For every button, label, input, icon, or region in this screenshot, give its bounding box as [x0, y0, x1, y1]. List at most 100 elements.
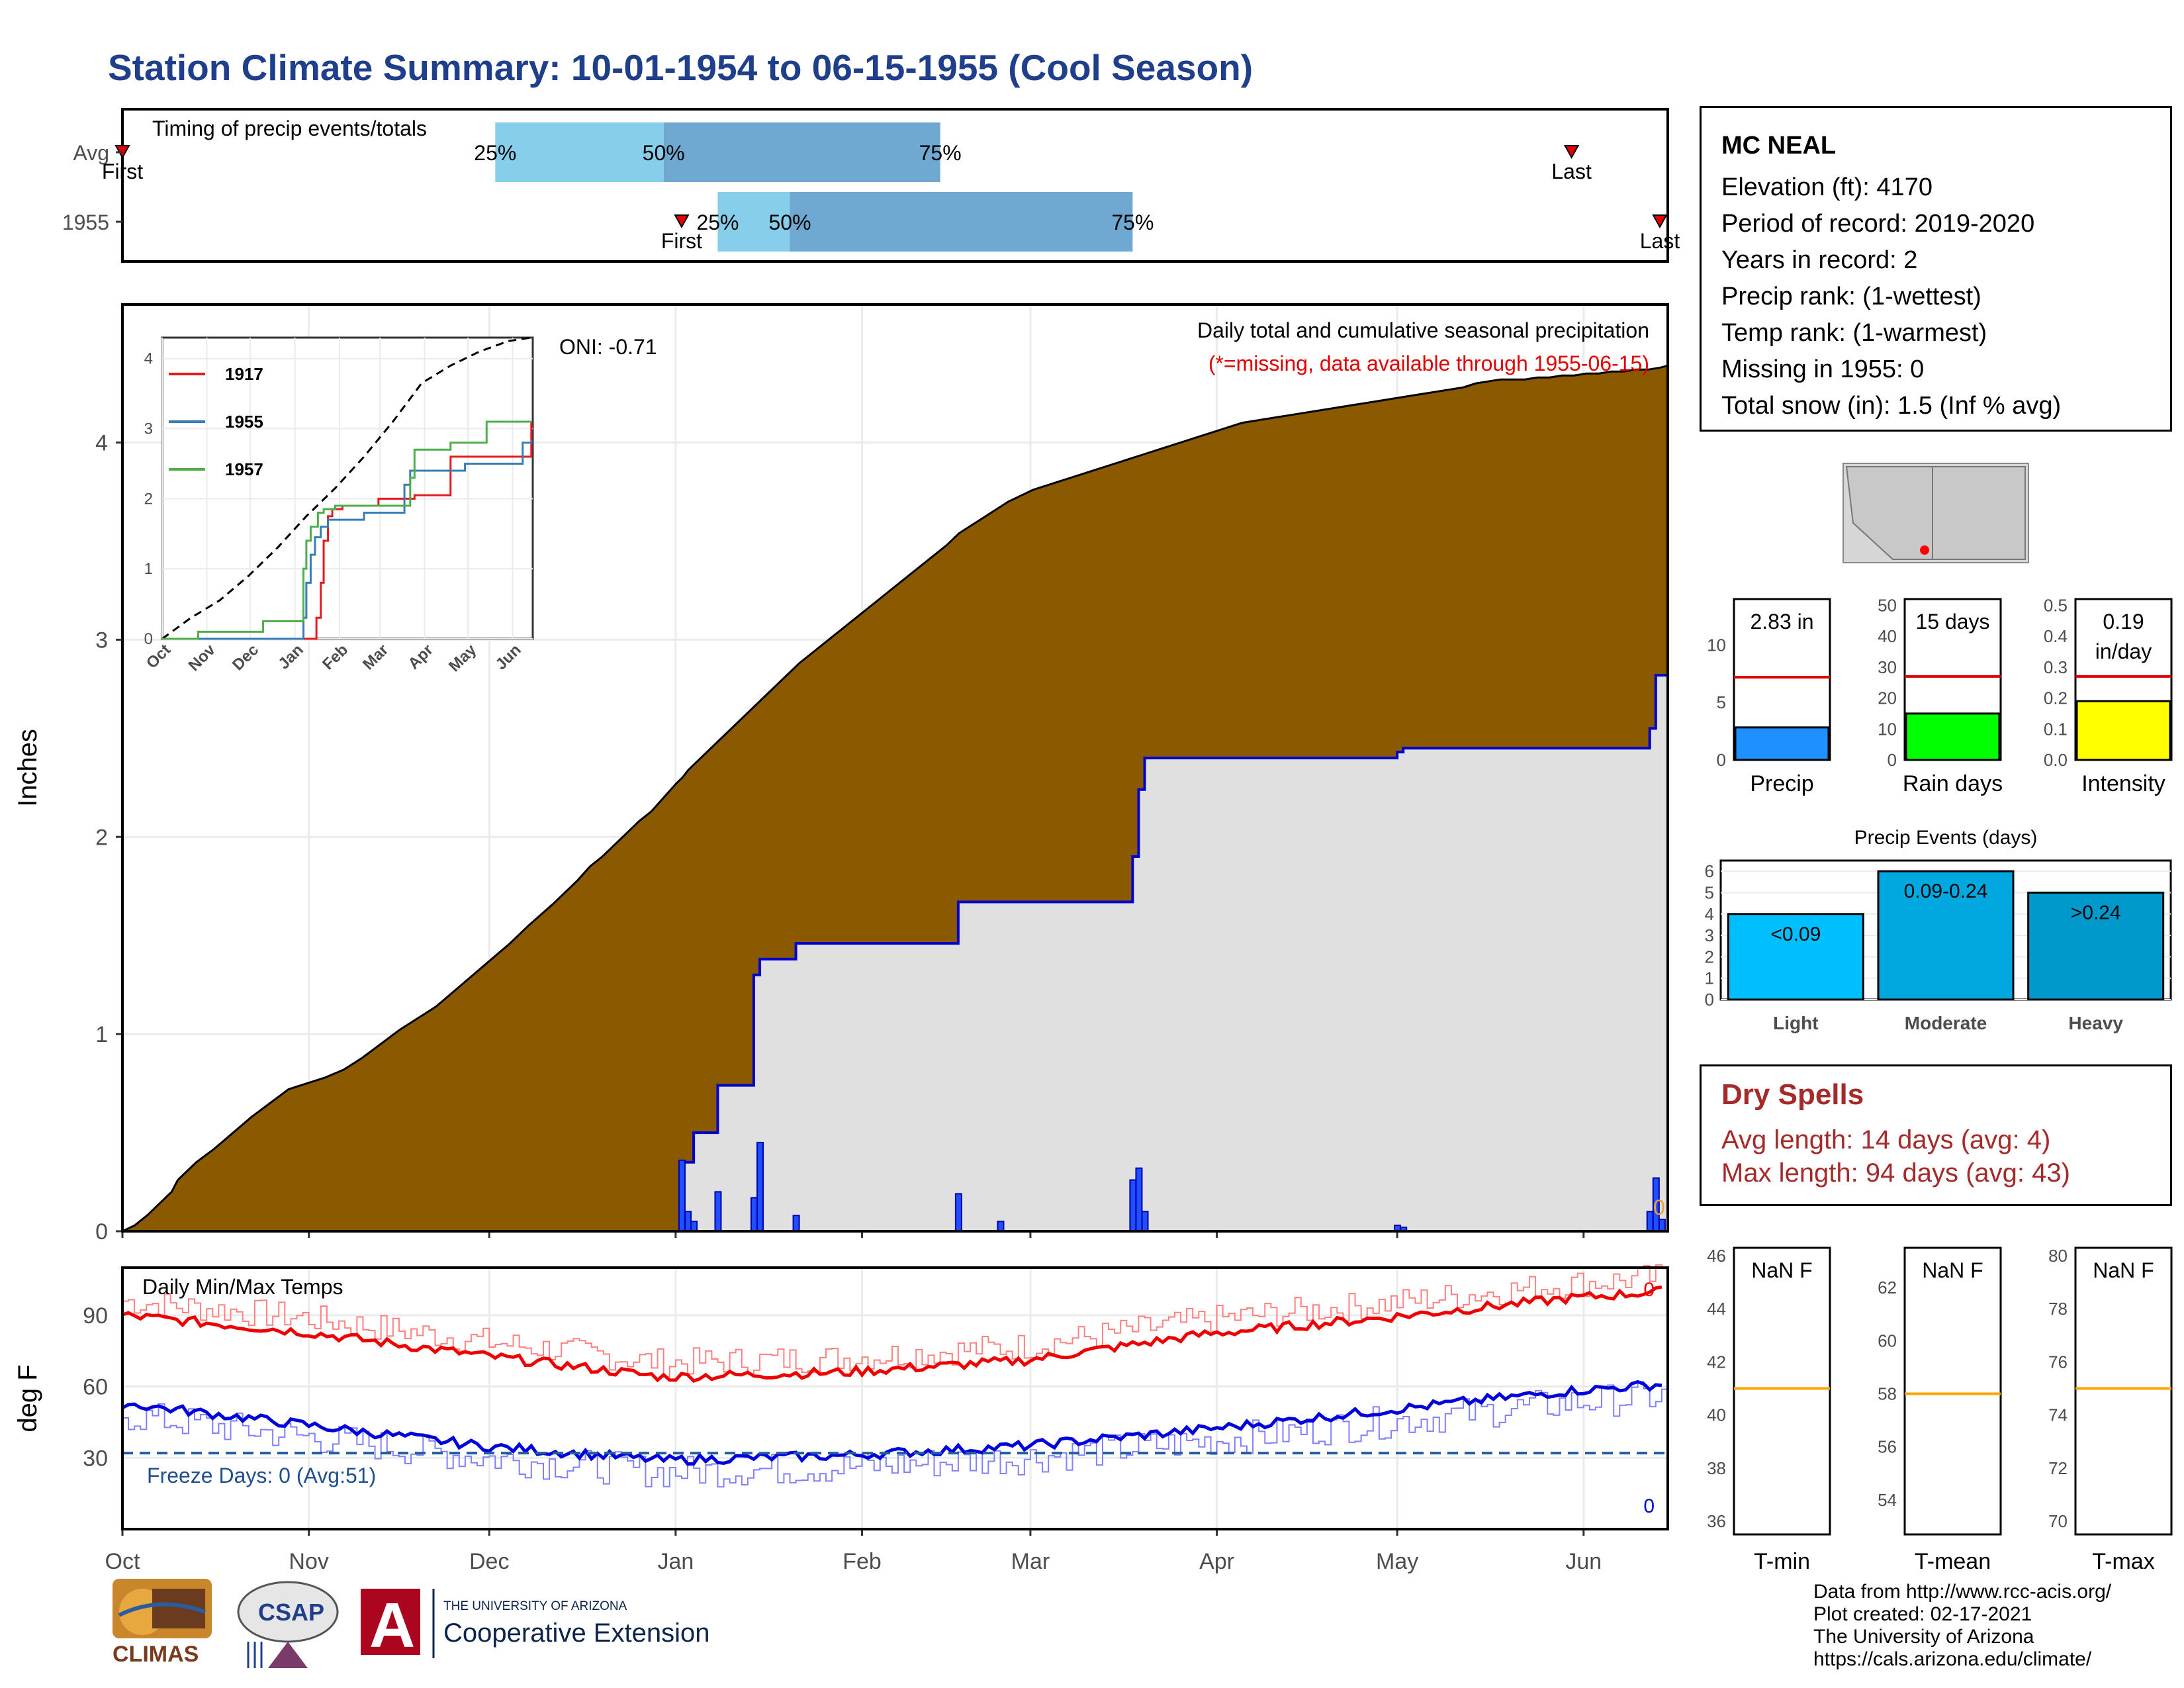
- season-bar-Rain days: [1905, 712, 2001, 761]
- station-years: Years in record: 2: [1721, 246, 1918, 274]
- station-location-dot: [1920, 545, 1929, 555]
- tbar-ytick-T-max: 72: [2048, 1458, 2068, 1478]
- timing-label-50-1955: 50%: [768, 211, 811, 234]
- precip-ytick-label: 0: [95, 1219, 108, 1244]
- month-label: Oct: [105, 1549, 140, 1574]
- season-ytick-Intensity: 0.4: [2044, 626, 2068, 646]
- precip-daily-bar: [714, 1191, 722, 1233]
- temp-frame: [121, 1266, 1669, 1530]
- tbar-ytick-T-min: 40: [1707, 1405, 1726, 1425]
- season-bar-Precip: [1734, 726, 1830, 761]
- tbar-ytick-T-mean: 62: [1878, 1278, 1897, 1297]
- precip-ytick-label: 1: [95, 1022, 108, 1047]
- station-snow: Total snow (in): 1.5 (Inf % avg): [1721, 392, 2062, 420]
- temp-min-count: 0: [1643, 1495, 1655, 1517]
- precip-daily-bar: [756, 1141, 764, 1232]
- events-value-label-Heavy: >0.24: [2071, 902, 2121, 923]
- tbar-frame-T-mean: [1903, 1246, 2002, 1536]
- precip-ytick-label: 3: [95, 628, 108, 653]
- tbar-ytick-T-min: 38: [1707, 1458, 1726, 1478]
- month-label: Jun: [1565, 1549, 1602, 1574]
- station-period: Period of record: 2019-2020: [1721, 210, 2035, 238]
- events-ytick: 1: [1705, 968, 1714, 988]
- month-label: Jan: [657, 1549, 694, 1574]
- state-map-nm: [1932, 466, 2026, 560]
- timing-label-50-Avg: 50%: [643, 141, 685, 165]
- timing-label-25-Avg: 25%: [474, 141, 516, 165]
- month-label: Feb: [842, 1549, 882, 1574]
- season-axis-label-Intensity: Intensity: [2081, 771, 2165, 796]
- inset-ytick-label: 2: [144, 490, 153, 508]
- season-ytick-Intensity: 0.1: [2044, 719, 2068, 739]
- timing-first-label-Avg: First: [102, 160, 143, 183]
- tbar-value-label-T-max: NaN F: [2093, 1258, 2154, 1282]
- tbar-value-label-T-mean: NaN F: [1922, 1258, 1983, 1282]
- climas-logo: CLIMAS: [113, 1579, 212, 1667]
- events-ytick: 6: [1705, 861, 1714, 881]
- tbar-ytick-T-min: 44: [1707, 1299, 1726, 1319]
- dry-spells-box: Dry Spells Avg length: 14 days (avg: 4) …: [1700, 1064, 2172, 1206]
- station-elevation: Elevation (ft): 4170: [1721, 173, 1933, 201]
- season-value-label-Intensity: 0.19: [2103, 610, 2144, 633]
- season-value-label-Rain days: 15 days: [1915, 610, 1989, 633]
- temp-ytick-label: 60: [83, 1375, 108, 1400]
- month-label: Apr: [1199, 1549, 1234, 1574]
- events-ytick: 0: [1705, 990, 1714, 1009]
- inset-ytick-label: 1: [144, 560, 153, 578]
- footer-line-url: https://cals.arizona.edu/climate/: [1813, 1648, 2092, 1670]
- station-missing: Missing in 1955: 0: [1721, 355, 1925, 383]
- events-category-label-Heavy: Heavy: [2068, 1013, 2123, 1033]
- timing-last-label-1955: Last: [1640, 229, 1680, 253]
- season-ytick-Intensity: 0.5: [2044, 595, 2068, 615]
- tbar-ytick-T-min: 36: [1707, 1511, 1726, 1531]
- footer-line-date: Plot created: 02-17-2021: [1813, 1603, 2032, 1625]
- timing-bar-q1-Avg: [495, 122, 664, 182]
- ua-letter: A: [369, 1590, 415, 1661]
- precip-daily-bar: [1646, 1211, 1654, 1233]
- ua-small-text: THE UNIVERSITY OF ARIZONA: [443, 1599, 627, 1613]
- timing-label-75-1955: 75%: [1111, 211, 1154, 234]
- events-bar-Light: [1727, 913, 1864, 1001]
- timing-bar-q2-Avg: [663, 122, 940, 182]
- tbar-ytick-T-mean: 60: [1878, 1331, 1897, 1350]
- precip-annotation: Daily total and cumulative seasonal prec…: [1197, 318, 1649, 342]
- tbar-axis-label-T-mean: T-mean: [1915, 1549, 1991, 1574]
- events-ytick: 2: [1705, 947, 1714, 966]
- timing-first-marker-1955: [674, 214, 690, 229]
- events-value-label-Moderate: 0.09-0.24: [1904, 880, 1988, 902]
- season-ytick-Rain days: 0: [1888, 750, 1897, 770]
- timing-bar-q2-1955: [790, 192, 1133, 252]
- precip-daily-bar: [690, 1221, 698, 1232]
- precip-daily-bar: [1658, 1219, 1666, 1233]
- tbar-axis-label-T-max: T-max: [2092, 1549, 2154, 1574]
- precip-missing-marker: 0: [1653, 1196, 1665, 1219]
- tbar-value-label-T-min: NaN F: [1751, 1258, 1812, 1282]
- timing-row-label-Avg: Avg: [73, 141, 109, 165]
- timing-label-25-1955: 25%: [696, 211, 739, 234]
- inset-avg-dashed-line: [161, 336, 532, 640]
- month-label: May: [1376, 1549, 1418, 1574]
- inset-legend-label-1957: 1957: [225, 459, 263, 479]
- inset-frame: [161, 336, 534, 640]
- season-ytick-Precip: 10: [1707, 635, 1726, 655]
- temp-min-observed-step: [122, 1381, 1668, 1488]
- season-ytick-Precip: 5: [1717, 692, 1726, 712]
- season-ytick-Rain days: 30: [1878, 657, 1897, 677]
- events-category-label-Light: Light: [1773, 1013, 1818, 1033]
- temp-ytick-label: 30: [83, 1446, 108, 1471]
- tbar-ytick-T-max: 76: [2048, 1352, 2068, 1372]
- climas-text: CLIMAS: [113, 1642, 199, 1667]
- precip-frame: [121, 303, 1669, 1233]
- season-ytick-Rain days: 50: [1878, 595, 1897, 615]
- season-axis-label-Rain days: Rain days: [1903, 771, 2003, 796]
- precip-oni: ONI: -0.71: [559, 335, 657, 359]
- season-ytick-Precip: 0: [1717, 750, 1726, 770]
- station-name: MC NEAL: [1721, 132, 1837, 160]
- precip-daily-bar: [997, 1221, 1005, 1232]
- footer-credits: Data from http://www.rcc-acis.org/ Plot …: [1813, 1581, 2111, 1671]
- month-label: Mar: [1011, 1549, 1050, 1574]
- season-ytick-Rain days: 10: [1878, 719, 1897, 739]
- logos-strip: CLIMAS CSAP A THE UNIVERSITY OF ARIZONA …: [113, 1579, 709, 1668]
